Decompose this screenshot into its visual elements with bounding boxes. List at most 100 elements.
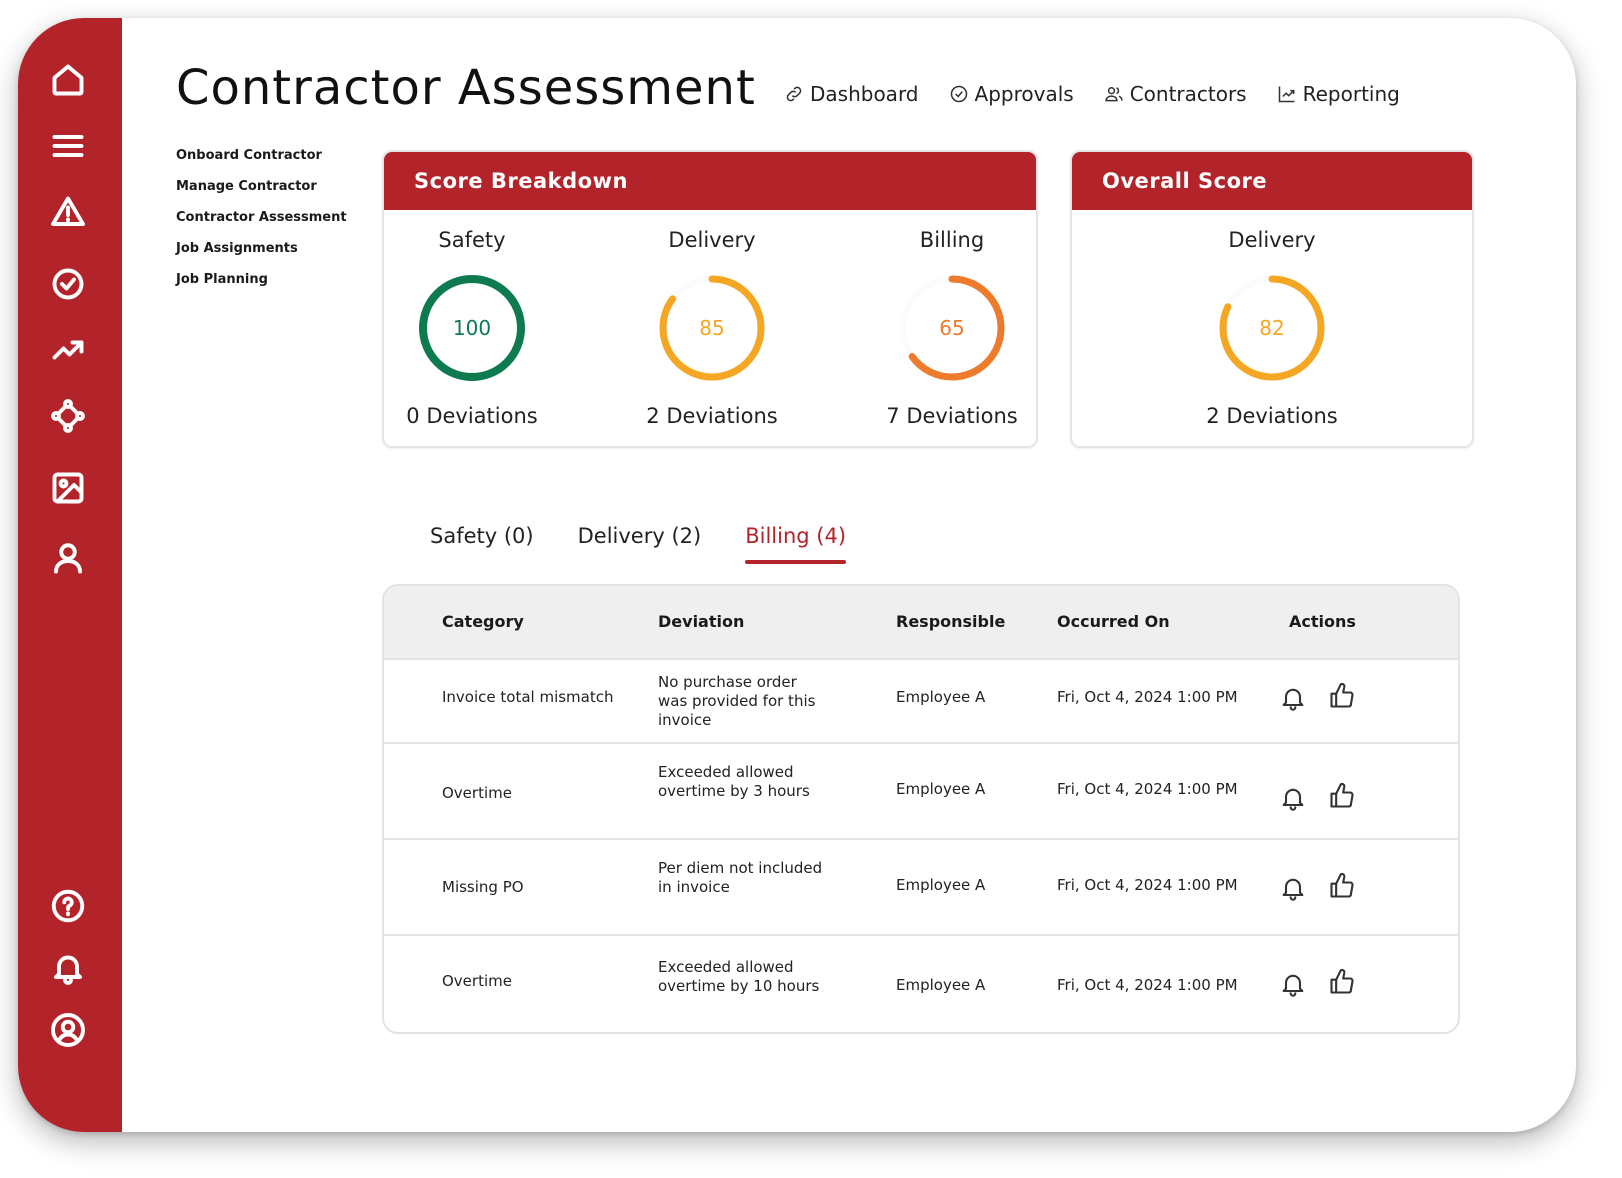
gauge-score: 65 [939,316,964,340]
cell-deviation: Exceeded allowed overtime by 3 hours [658,763,810,800]
gauge-ring: 85 [659,275,765,381]
table-row: Overtime Exceeded allowed overtime by 10… [384,936,1458,1032]
table-row: Missing PO Per diem not included in invo… [384,840,1458,936]
gauge-label: Safety [438,228,506,252]
sub-nav: Onboard Contractor Manage Contractor Con… [176,148,347,303]
gauge-score: 100 [453,316,491,340]
thumbs-up-icon[interactable] [1328,782,1356,810]
table-header: Category Deviation Responsible Occurred … [384,586,1458,660]
deviations-table: Category Deviation Responsible Occurred … [382,584,1460,1034]
gauge-deviations: 7 Deviations [886,404,1018,428]
table-row: Overtime Exceeded allowed overtime by 3 … [384,744,1458,840]
header-actions: Actions [1289,612,1356,631]
cell-responsible: Employee A [896,876,986,894]
cell-category: Invoice total mismatch [442,688,614,706]
score-breakdown-title: Score Breakdown [384,152,1036,210]
subnav-job-assignments[interactable]: Job Assignments [176,241,298,256]
menu-icon[interactable] [48,126,88,166]
nav-dashboard[interactable]: Dashboard [784,82,919,106]
link-icon [786,86,802,102]
nav-contractors-label: Contractors [1129,82,1247,106]
users-icon [1105,87,1123,102]
gauge-deviations: 2 Deviations [646,404,778,428]
bell-icon[interactable] [48,948,88,988]
cell-occurred-on: Fri, Oct 4, 2024 1:00 PM [1057,976,1238,994]
nav-contractors[interactable]: Contractors [1104,82,1247,106]
subnav-job-planning[interactable]: Job Planning [176,272,268,287]
account-icon[interactable] [48,1010,88,1050]
header-deviation: Deviation [658,612,745,631]
trending-icon[interactable] [48,330,88,370]
gauge-label: Billing [919,228,985,252]
gauge-delivery: Delivery 85 2 Deviations [612,228,812,428]
help-icon[interactable] [48,886,88,926]
cell-occurred-on: Fri, Oct 4, 2024 1:00 PM [1057,688,1238,706]
header-occurred-on: Occurred On [1057,612,1170,631]
nav-reporting-label: Reporting [1302,82,1400,106]
bell-icon[interactable] [1279,874,1307,902]
tab-billing[interactable]: Billing (4) [745,524,846,564]
cell-occurred-on: Fri, Oct 4, 2024 1:00 PM [1057,876,1238,894]
gauge-ring: 100 [419,275,525,381]
thumbs-up-icon[interactable] [1328,968,1356,996]
app-window: Contractor Assessment Dashboard Approval… [18,18,1576,1132]
bell-icon[interactable] [1279,684,1307,712]
nav-reporting[interactable]: Reporting [1277,82,1400,106]
gauge-label: Delivery [668,228,756,252]
gauge-deviations: 2 Deviations [1206,404,1338,428]
gauge-overall: Delivery 82 2 Deviations [1172,228,1372,428]
sidebar [18,18,122,1132]
cell-category: Overtime [442,972,512,990]
tab-safety[interactable]: Safety (0) [430,524,534,548]
image-icon[interactable] [48,468,88,508]
subnav-manage-contractor[interactable]: Manage Contractor [176,179,317,194]
gauge-arc [1219,275,1325,381]
chart-icon [1278,86,1295,103]
thumbs-up-icon[interactable] [1328,872,1356,900]
overall-score-card: Overall Score Delivery 82 2 Deviations [1070,150,1474,448]
cell-deviation: Per diem not included in invoice [658,859,823,896]
gauge-arc [659,275,765,381]
cell-deviation: Exceeded allowed overtime by 10 hours [658,958,820,995]
cell-responsible: Employee A [896,688,986,706]
gauge-score: 85 [699,316,724,340]
bell-icon[interactable] [1279,784,1307,812]
gauge-ring: 65 [899,275,1005,381]
gauge-score: 82 [1259,316,1284,340]
check-circle-icon [950,85,967,103]
score-breakdown-card: Score Breakdown Safety 100 0 Deviations … [382,150,1038,448]
header-category: Category [442,612,524,631]
home-icon[interactable] [48,60,88,100]
alert-icon[interactable] [48,192,88,232]
nav-approvals-label: Approvals [974,82,1074,106]
top-nav: Dashboard Approvals Contractors Reportin… [784,82,1430,106]
cell-category: Overtime [442,784,512,802]
check-circle-icon[interactable] [48,264,88,304]
gauge-deviations: 0 Deviations [406,404,538,428]
gauge-safety: Safety 100 0 Deviations [384,228,572,428]
tab-delivery[interactable]: Delivery (2) [577,524,702,548]
bell-icon[interactable] [1279,970,1307,998]
cell-responsible: Employee A [896,780,986,798]
cell-responsible: Employee A [896,976,986,994]
deviation-tabs: Safety (0) Delivery (2) Billing (4) [430,524,890,564]
cell-deviation: No purchase order was provided for this … [658,673,816,729]
overall-score-title: Overall Score [1072,152,1472,210]
gauge-ring: 82 [1219,275,1325,381]
user-icon[interactable] [48,538,88,578]
thumbs-up-icon[interactable] [1328,682,1356,710]
page-title: Contractor Assessment [176,60,756,116]
nav-dashboard-label: Dashboard [810,82,919,106]
gauge-arc [899,275,1005,381]
header-responsible: Responsible [896,612,1006,631]
gauge-billing: Billing 65 7 Deviations [852,228,1036,428]
cell-occurred-on: Fri, Oct 4, 2024 1:00 PM [1057,780,1238,798]
subnav-contractor-assessment[interactable]: Contractor Assessment [176,210,347,225]
gauge-arc [419,275,525,381]
network-icon[interactable] [48,396,88,436]
cell-category: Missing PO [442,878,524,896]
subnav-onboard-contractor[interactable]: Onboard Contractor [176,148,322,163]
gauge-label: Delivery [1228,228,1316,252]
nav-approvals[interactable]: Approvals [949,82,1074,106]
table-row: Invoice total mismatch No purchase order… [384,660,1458,744]
